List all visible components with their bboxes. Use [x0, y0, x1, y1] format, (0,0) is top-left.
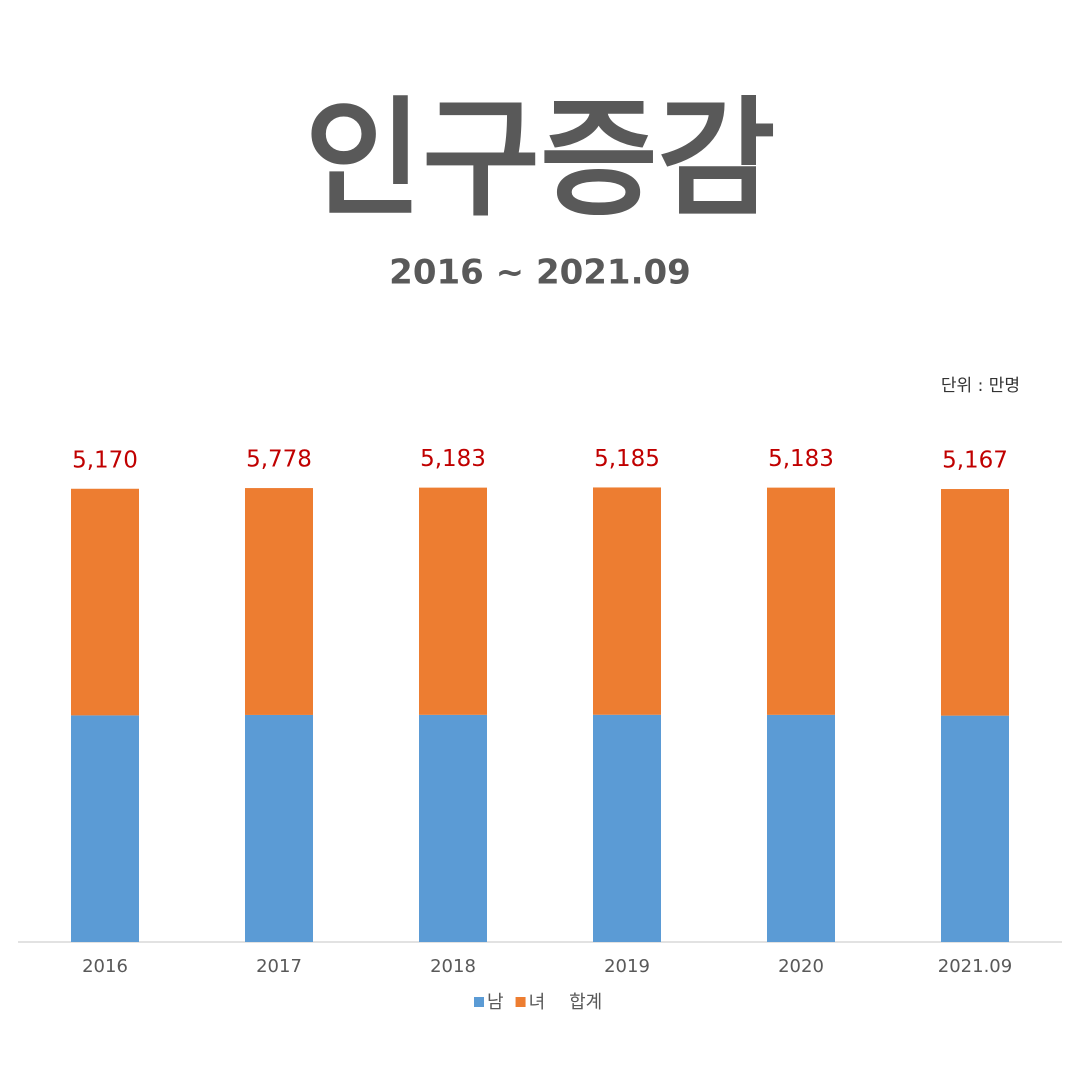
bar-segment [419, 487, 487, 715]
total-label: 5,183 [768, 446, 834, 472]
bar-segment [419, 714, 487, 942]
legend-label: 남 [487, 992, 504, 1013]
bar-segment [941, 715, 1009, 942]
bar-segment [593, 487, 661, 715]
total-label: 5,778 [246, 447, 312, 473]
bar-segment [593, 714, 661, 942]
x-tick-label: 2020 [778, 956, 824, 977]
bar-segment [245, 488, 313, 715]
bar-segment [767, 487, 835, 715]
x-tick-label: 2016 [82, 956, 128, 977]
bar-segment [245, 714, 313, 942]
legend-label: 합계 [569, 992, 602, 1013]
total-label: 5,170 [72, 447, 138, 473]
total-label: 5,167 [942, 448, 1008, 474]
x-tick-label: 2021.09 [938, 956, 1012, 977]
chart-title: 인구증감 [304, 85, 775, 234]
legend-label: 녀 [529, 992, 546, 1013]
x-tick-label: 2017 [256, 956, 302, 977]
unit-note: 단위 : 만명 [941, 376, 1020, 396]
legend-marker [474, 997, 484, 1007]
legend-marker [515, 997, 526, 1007]
bar-segment [941, 489, 1009, 716]
chart-subtitle: 2016 ~ 2021.09 [389, 253, 691, 293]
x-tick-label: 2018 [430, 956, 476, 977]
total-label: 5,183 [420, 446, 486, 472]
total-label: 5,185 [594, 446, 660, 472]
bar-segment [71, 715, 139, 942]
bar-segment [71, 488, 139, 716]
x-tick-label: 2019 [604, 956, 650, 977]
bar-segment [767, 714, 835, 942]
